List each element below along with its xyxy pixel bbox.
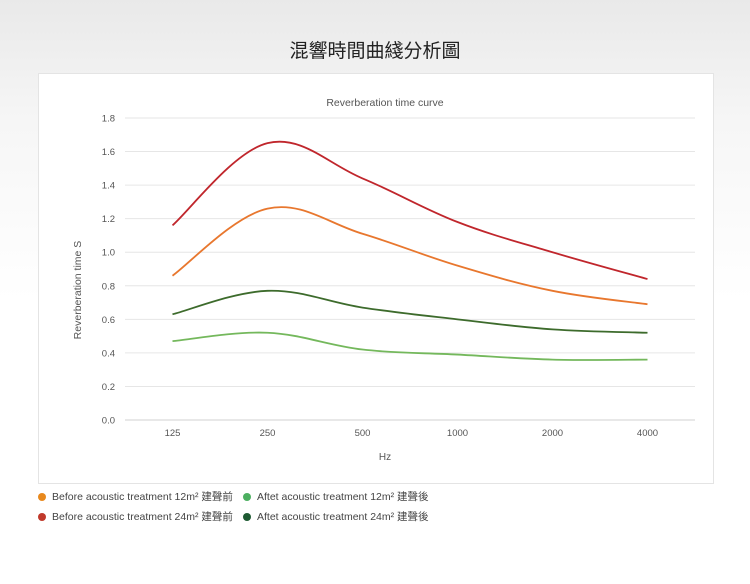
chart-title: Reverberation time curve: [326, 97, 443, 109]
y-axis-label: Reverberation time S: [72, 241, 84, 340]
series-line-before-12: [171, 206, 648, 306]
y-tick-label: 1.6: [102, 147, 115, 158]
x-tick-label: 2000: [542, 428, 563, 439]
y-tick-label: 0.2: [102, 382, 115, 393]
x-tick-label: 500: [355, 428, 371, 439]
legend-item-after-12: Aftet acoustic treatment 12m² 建聲後: [243, 489, 429, 504]
legend-label-before-12: Before acoustic treatment 12m² 建聲前: [52, 491, 233, 503]
x-tick-label: 125: [165, 428, 181, 439]
y-tick-label: 1.8: [102, 114, 115, 125]
x-tick-labels: 125 250 500 1000 2000 4000: [165, 428, 659, 439]
y-tick-label: 0.0: [102, 416, 115, 427]
chart-card: Reverberation time curve 0.0 0.2 0.4 0.6 0.8…: [38, 73, 714, 484]
gridlines: [125, 117, 695, 421]
legend-dot-after-24: [243, 512, 251, 521]
y-tick-labels: 0.0 0.2 0.4 0.6 0.8 1.0 1.2 1.4 1.6 1.8: [102, 114, 115, 427]
series-lines: [171, 140, 648, 361]
reverberation-chart: Reverberation time curve 0.0 0.2 0.4 0.6 0.8…: [72, 97, 695, 463]
legend-dot-before-12: [38, 492, 46, 501]
y-tick-label: 0.8: [102, 281, 115, 292]
x-axis-label: Hz: [379, 452, 391, 463]
series-line-before-24: [171, 140, 648, 280]
page-title: 混響時間曲綫分析圖: [289, 40, 461, 62]
y-tick-label: 0.6: [102, 315, 115, 326]
legend-item-before-12: Before acoustic treatment 12m² 建聲前: [38, 489, 233, 504]
y-tick-label: 1.4: [102, 181, 115, 192]
x-tick-label: 250: [260, 428, 276, 439]
legend-dot-before-24: [38, 512, 46, 521]
x-tick-label: 4000: [637, 428, 658, 439]
legend-dot-after-12: [243, 492, 251, 501]
legend-label-before-24: Before acoustic treatment 24m² 建聲前: [52, 511, 233, 523]
y-tick-label: 0.4: [102, 348, 115, 359]
legend-label-after-12: Aftet acoustic treatment 12m² 建聲後: [257, 491, 429, 503]
series-line-after-12: [172, 331, 648, 361]
legend-item-after-24: Aftet acoustic treatment 24m² 建聲後: [243, 509, 429, 524]
legend-label-after-24: Aftet acoustic treatment 24m² 建聲後: [257, 511, 429, 523]
x-tick-label: 1000: [447, 428, 468, 439]
legend-item-before-24: Before acoustic treatment 24m² 建聲前: [38, 509, 233, 524]
y-tick-label: 1.0: [102, 248, 115, 259]
series-line-after-24: [172, 289, 648, 334]
y-tick-label: 1.2: [102, 214, 115, 225]
